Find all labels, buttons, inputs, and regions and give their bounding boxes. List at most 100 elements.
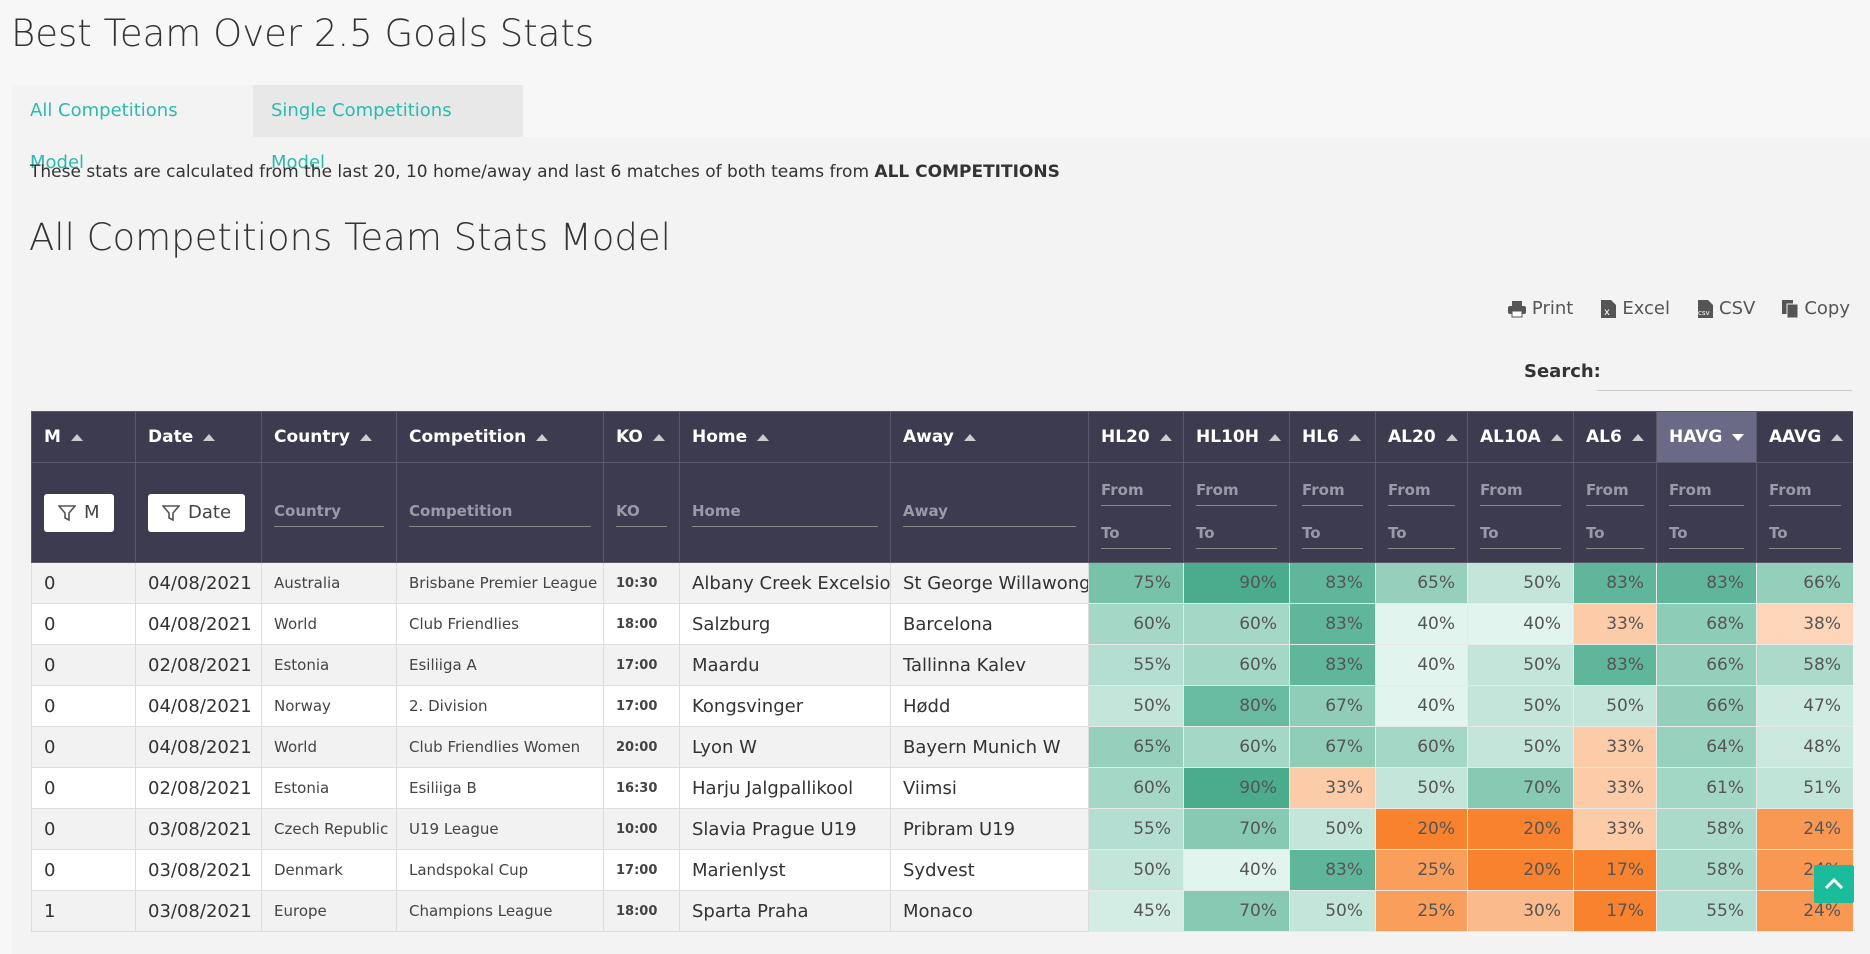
cell: 04/08/2021: [135, 726, 262, 768]
copy-button[interactable]: Copy: [1781, 298, 1850, 319]
stat-cell: 50%: [1467, 685, 1574, 727]
cell: Esiliiga A: [396, 644, 604, 686]
icon: [1782, 299, 1799, 318]
cell: 0: [31, 849, 136, 891]
stat-cell: 40%: [1375, 644, 1468, 686]
range-to[interactable]: To: [1101, 520, 1171, 549]
filter-button[interactable]: M: [44, 493, 114, 532]
range-from[interactable]: From: [1480, 477, 1561, 506]
range-to[interactable]: To: [1480, 520, 1561, 549]
column-header[interactable]: HL10H: [1183, 411, 1290, 463]
stat-cell: 83%: [1573, 644, 1657, 686]
table-row: 0 02/08/2021 Estonia Esiliiga A 17:00 Maardu T…: [31, 644, 1853, 686]
icon: [58, 504, 76, 521]
scroll-top-button[interactable]: [1814, 865, 1854, 903]
column-header[interactable]: Home: [679, 411, 891, 463]
cell: Kongsvinger: [679, 685, 891, 727]
stat-cell: 61%: [1656, 767, 1757, 809]
csv-button[interactable]: csv CSV: [1696, 298, 1755, 319]
cell: 17:00: [603, 849, 680, 891]
cell: Denmark: [261, 849, 397, 891]
cell: 17:00: [603, 685, 680, 727]
description-emphasis: ALL COMPETITIONS: [874, 162, 1060, 182]
stat-cell: 33%: [1573, 767, 1657, 809]
range-from[interactable]: From: [1302, 477, 1363, 506]
print-button[interactable]: Print: [1507, 298, 1573, 319]
cell: 0: [31, 603, 136, 645]
column-header[interactable]: HAVG: [1656, 411, 1757, 463]
svg-text:x: x: [1604, 307, 1610, 318]
stat-cell: 58%: [1756, 644, 1853, 686]
range-from[interactable]: From: [1388, 477, 1455, 506]
stat-cell: 51%: [1756, 767, 1853, 809]
stat-cell: 50%: [1289, 808, 1376, 850]
column-label: M: [44, 427, 61, 447]
cell: Estonia: [261, 767, 397, 809]
table-row: 0 03/08/2021 Denmark Landspokal Cup 17:00 Mar…: [31, 849, 1853, 891]
column-header[interactable]: HL20: [1088, 411, 1184, 463]
range-from[interactable]: From: [1196, 477, 1277, 506]
range-to[interactable]: To: [1302, 520, 1363, 549]
column-header[interactable]: AL6: [1573, 411, 1657, 463]
tab[interactable]: All Competitions Model: [12, 85, 253, 173]
range-to[interactable]: To: [1388, 520, 1455, 549]
sort-arrow: [70, 433, 83, 441]
stat-cell: 60%: [1375, 726, 1468, 768]
filter-input[interactable]: Away: [903, 498, 1076, 527]
filter-input[interactable]: KO: [616, 498, 667, 527]
column-label: Away: [903, 427, 954, 447]
range-from[interactable]: From: [1669, 477, 1744, 506]
column-header[interactable]: Competition: [396, 411, 604, 463]
stat-cell: 50%: [1467, 726, 1574, 768]
icon: x: [1601, 299, 1617, 318]
range-to[interactable]: To: [1196, 520, 1277, 549]
column-header[interactable]: KO: [603, 411, 680, 463]
filter-button[interactable]: Date: [148, 493, 246, 532]
range-to[interactable]: To: [1769, 520, 1841, 549]
filter-input[interactable]: Country: [274, 498, 384, 527]
search-input[interactable]: [1597, 355, 1852, 391]
excel-button[interactable]: x Excel: [1599, 298, 1670, 319]
column-header[interactable]: AL10A: [1467, 411, 1574, 463]
stat-cell: 33%: [1573, 726, 1657, 768]
stats-table: M Date Country Competition KO Home Away HL20 HL1…: [31, 411, 1853, 932]
stat-cell: 50%: [1467, 562, 1574, 604]
stat-cell: 83%: [1289, 644, 1376, 686]
column-header[interactable]: Date: [135, 411, 262, 463]
filter-cell: M: [31, 462, 136, 563]
column-header[interactable]: AL20: [1375, 411, 1468, 463]
cell: Estonia: [261, 644, 397, 686]
column-header[interactable]: Country: [261, 411, 397, 463]
filter-cell: Date: [135, 462, 262, 563]
filter-cell: From To: [1375, 462, 1468, 563]
cell: 18:00: [603, 603, 680, 645]
column-header[interactable]: HL6: [1289, 411, 1376, 463]
column-label: HAVG: [1669, 427, 1723, 447]
range-from[interactable]: From: [1586, 477, 1644, 506]
stat-cell: 50%: [1088, 849, 1184, 891]
stat-cell: 70%: [1183, 808, 1290, 850]
sort-arrow: [1550, 433, 1563, 441]
column-header[interactable]: M: [31, 411, 136, 463]
sort-arrow: [1159, 433, 1172, 441]
column-header[interactable]: Away: [890, 411, 1089, 463]
filter-cell: From To: [1183, 462, 1290, 563]
filter-input[interactable]: Home: [692, 498, 878, 527]
stat-cell: 58%: [1656, 808, 1757, 850]
table-row: 0 04/08/2021 Norway 2. Division 17:00 Kongsvi…: [31, 685, 1853, 727]
stat-cell: 55%: [1088, 808, 1184, 850]
filter-cell: KO: [603, 462, 680, 563]
stat-cell: 50%: [1573, 685, 1657, 727]
range-to[interactable]: To: [1669, 520, 1744, 549]
sort-arrow: [1831, 433, 1844, 441]
filter-input[interactable]: Competition: [409, 498, 591, 527]
range-from[interactable]: From: [1101, 477, 1171, 506]
cell: 02/08/2021: [135, 767, 262, 809]
range-from[interactable]: From: [1769, 477, 1841, 506]
tab[interactable]: Single Competitions Model: [253, 85, 523, 173]
column-header[interactable]: AAVG: [1756, 411, 1853, 463]
cell: 0: [31, 808, 136, 850]
range-to[interactable]: To: [1586, 520, 1644, 549]
stat-cell: 33%: [1573, 808, 1657, 850]
filter-cell: From To: [1289, 462, 1376, 563]
